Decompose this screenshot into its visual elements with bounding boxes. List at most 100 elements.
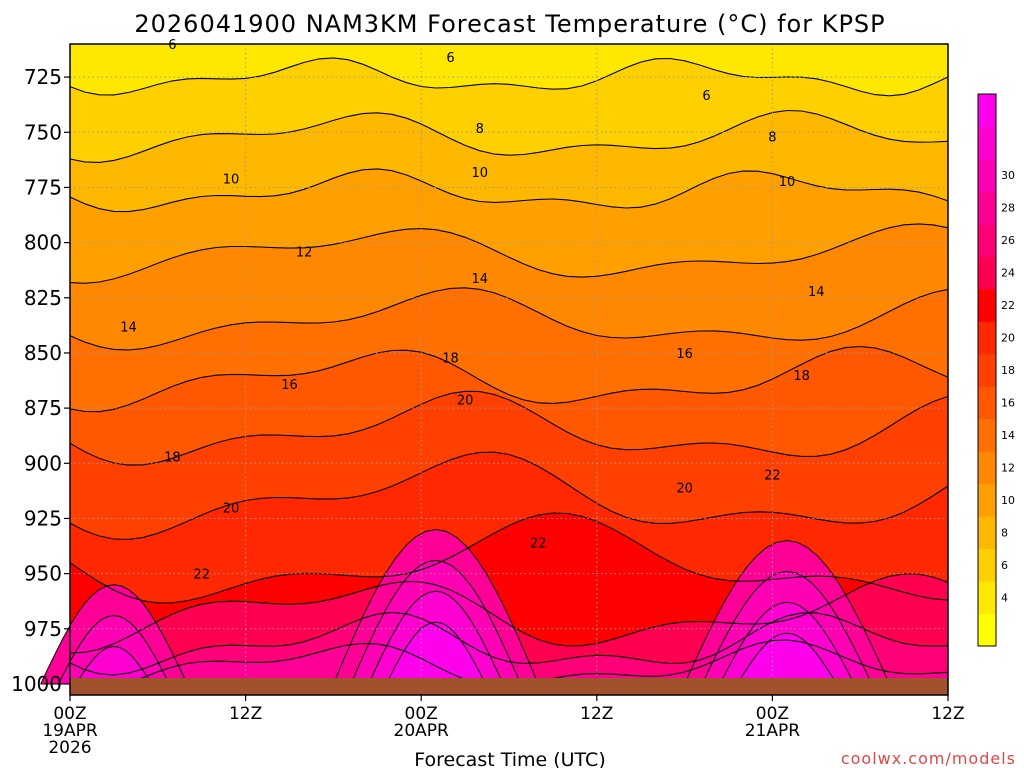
colorbar-label: 30 [1001, 169, 1015, 182]
y-tick-label: 875 [24, 396, 62, 420]
contour-label: 16 [676, 347, 693, 362]
contour-label: 10 [779, 175, 796, 190]
contour-label: 8 [476, 122, 484, 137]
contour-label-text: 10 [223, 173, 240, 188]
colorbar-segment [978, 223, 996, 257]
contour-label-text: 16 [676, 347, 693, 362]
contour-label-text: 10 [779, 175, 796, 190]
contour-label: 20 [457, 393, 474, 408]
colorbar-label: 18 [1001, 364, 1015, 377]
warm-dome [736, 632, 838, 685]
y-tick-label: 825 [24, 286, 62, 310]
colorbar-segment [978, 321, 996, 355]
plot-frame [69, 43, 949, 696]
watermark-text: coolwx.com/models [841, 749, 1016, 768]
contour-line [69, 345, 949, 413]
colorbar: 4 6 8 10 12 14 16 18 20 22 24 26 28 30 [977, 93, 1015, 647]
colorbar-segment [978, 353, 996, 387]
contour-label: 22 [530, 537, 547, 552]
contour-label-text: 6 [168, 38, 176, 53]
colorbar-label: 14 [1001, 429, 1015, 442]
contour-label: 6 [168, 38, 176, 53]
colorbar-label: 6 [1001, 559, 1008, 572]
x-tick-date: 21APR [745, 721, 801, 741]
contour-label: 12 [296, 245, 313, 260]
x-tick-year: 2026 [48, 738, 91, 758]
contour-label-text: 20 [676, 482, 693, 497]
x-tick-label: 00Z [405, 704, 438, 724]
y-tick-label: 750 [24, 120, 62, 144]
chart-title: 2026041900 NAM3KM Forecast Temperature (… [134, 10, 885, 38]
y-tick-label: 925 [24, 506, 62, 530]
colorbar-label: 4 [1001, 591, 1008, 604]
x-axis-label: Forecast Time (UTC) [414, 749, 605, 768]
y-tick-label: 775 [24, 175, 62, 199]
x-tick-label: 12Z [931, 704, 964, 724]
contour-line [69, 390, 949, 466]
warm-dome [385, 621, 487, 686]
contour-label-text: 8 [768, 131, 776, 146]
contour-label-text: 22 [193, 568, 210, 583]
colorbar-segment [978, 386, 996, 420]
contour-label: 16 [281, 378, 298, 393]
contour-line [69, 512, 949, 604]
y-tick-label: 900 [24, 451, 62, 475]
colorbar-segment [978, 483, 996, 517]
x-tick-label: 12Z [580, 704, 613, 724]
contour-label-text: 12 [296, 245, 313, 260]
contour-label: 8 [768, 131, 776, 146]
warm-dome [74, 645, 153, 685]
contour-label-text: 22 [764, 468, 781, 483]
contour-label: 14 [120, 320, 137, 335]
contour-label: 10 [223, 173, 240, 188]
x-tick-label: 00Z [756, 704, 789, 724]
colorbar-label: 28 [1001, 202, 1015, 215]
contour-label-text: 6 [446, 51, 454, 66]
contour-line [69, 287, 949, 351]
contour-label: 6 [446, 51, 454, 66]
contour-label: 20 [223, 501, 240, 516]
contour-lines [69, 57, 949, 694]
contour-line [69, 168, 949, 213]
colorbar-segment [978, 191, 996, 225]
x-tick-date: 19APR [42, 721, 98, 741]
colorbar-segment [978, 288, 996, 322]
colorbar-label: 24 [1001, 267, 1015, 280]
colorbar-label: 8 [1001, 526, 1008, 539]
colorbar-label: 26 [1001, 234, 1015, 247]
contour-line [69, 109, 949, 163]
y-tick-label: 725 [24, 65, 62, 89]
contour-label: 22 [764, 468, 781, 483]
contour-label-text: 18 [164, 451, 181, 466]
contour-label-text: 18 [442, 351, 459, 366]
y-tick-label: 950 [24, 562, 62, 586]
y-tick-label: 975 [24, 617, 62, 641]
colorbar-label: 16 [1001, 396, 1015, 409]
colorbar-label: 20 [1001, 332, 1015, 345]
x-tick-label: 00Z [53, 704, 86, 724]
ground-layer [70, 677, 948, 695]
colorbar-frame [977, 93, 997, 647]
temperature-bands [40, 44, 948, 695]
x-tick-date: 20APR [394, 721, 450, 741]
contour-label: 6 [702, 89, 710, 104]
contour-label-text: 8 [476, 122, 484, 137]
colorbar-segment [978, 548, 996, 582]
contour-label-text: 20 [457, 393, 474, 408]
contour-label: 18 [793, 369, 810, 384]
ground-fill [70, 677, 948, 695]
contour-label-text: 20 [223, 501, 240, 516]
y-tick-label: 800 [24, 231, 62, 255]
contour-label-text: 6 [702, 89, 710, 104]
contour-label-text: 14 [808, 285, 825, 300]
y-axis: 725 750 775 800 825 850 875 900 925 950 975 1000 [11, 65, 70, 696]
contour-line [69, 451, 949, 540]
colorbar-segment [978, 516, 996, 550]
contour-label-text: 22 [530, 537, 547, 552]
colorbar-segment [978, 126, 996, 160]
contour-label: 20 [676, 482, 693, 497]
contour-labels: 6 6 6 8 8 10 10 10 12 14 14 14 16 16 18 18 18 20 20 20 22 22 2… [120, 38, 825, 583]
contour-line [69, 223, 949, 284]
colorbar-label: 10 [1001, 494, 1015, 507]
